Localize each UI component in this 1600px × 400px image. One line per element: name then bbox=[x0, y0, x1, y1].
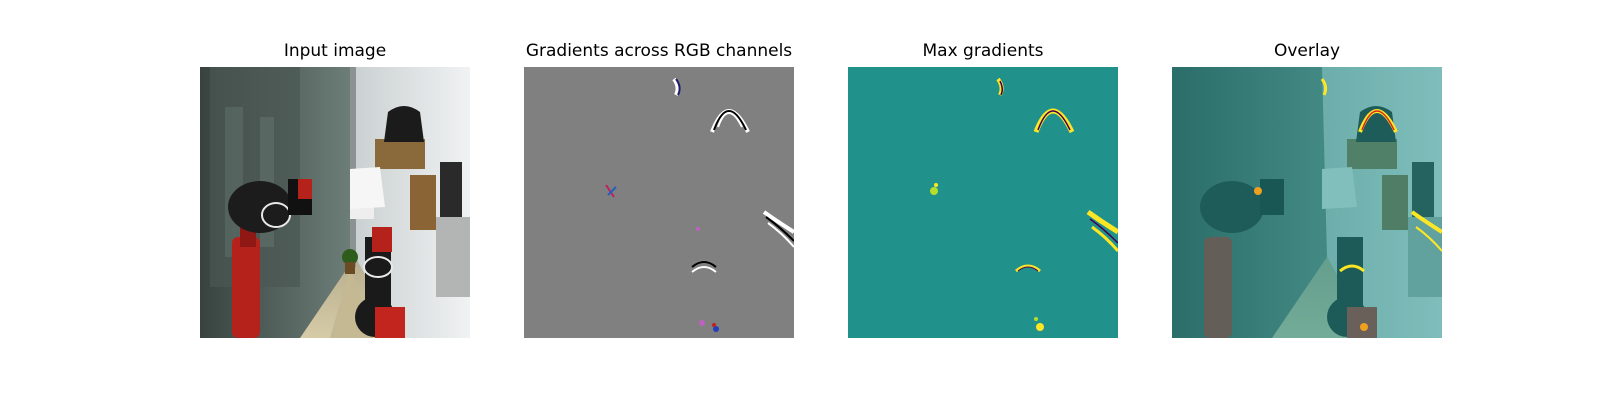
panel-title: Gradients across RGB channels bbox=[525, 41, 793, 61]
panel-title: Overlay bbox=[1273, 41, 1341, 61]
panel-rgb-gradients: Gradients across RGB channels bbox=[524, 0, 794, 400]
overlay-image bbox=[1172, 67, 1442, 338]
max-gradient-map bbox=[848, 67, 1118, 338]
input-image bbox=[200, 67, 470, 338]
panel-title: Input image bbox=[283, 41, 387, 61]
panel-title: Max gradients bbox=[922, 41, 1044, 61]
panel-input-image: Input image bbox=[200, 0, 470, 400]
rgb-gradient-map bbox=[524, 67, 794, 338]
panel-overlay: Overlay bbox=[1172, 0, 1442, 400]
panel-max-gradients: Max gradients bbox=[848, 0, 1118, 400]
